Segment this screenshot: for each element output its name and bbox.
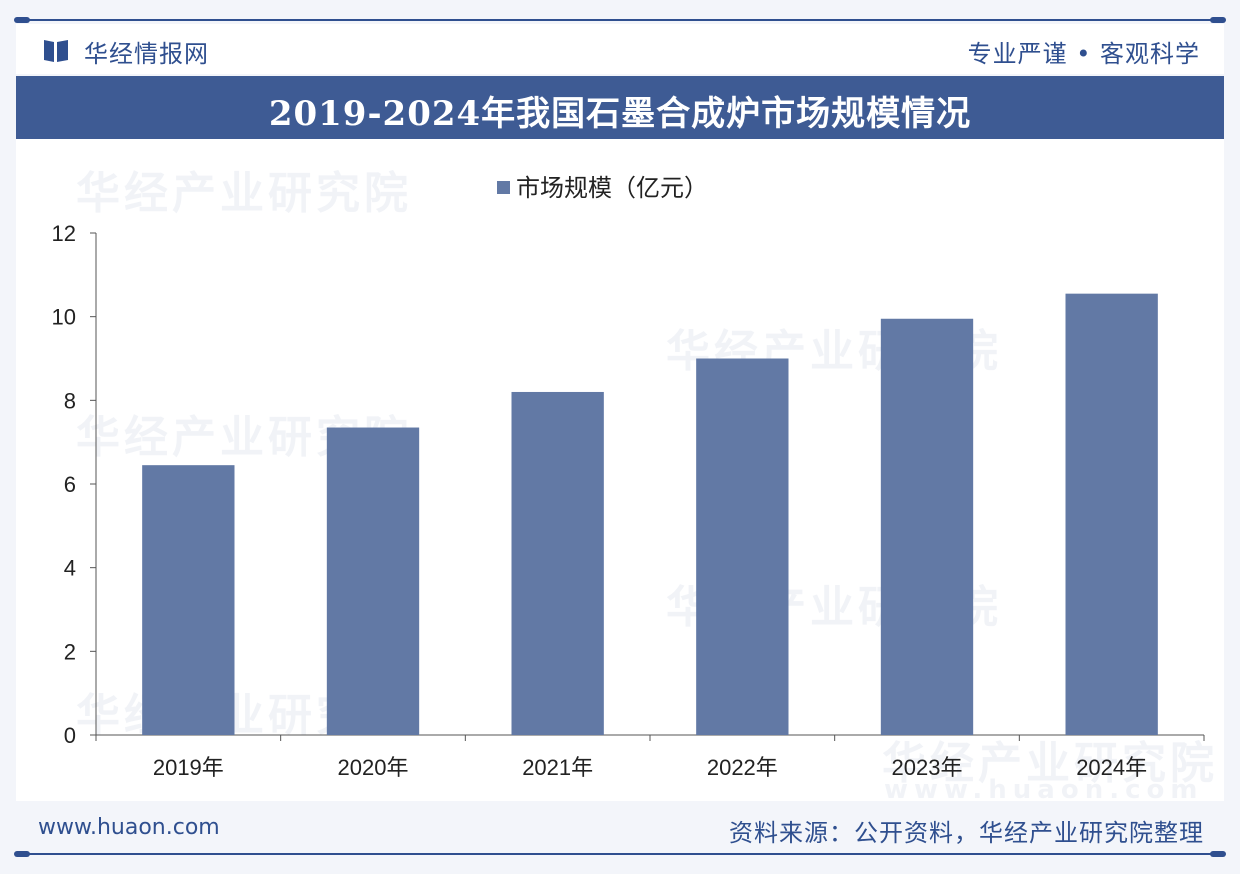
x-tick-label: 2023年 <box>892 755 963 780</box>
top-rule-cap-left <box>14 17 30 23</box>
tick-labels: 0 2 4 6 8 10 12 2019年 2020年 2021年 2022年 2023年 2024年 <box>52 221 1148 780</box>
x-tick-label: 2022年 <box>707 755 778 780</box>
x-tick-label: 2024年 <box>1076 755 1147 780</box>
legend-swatch <box>497 181 510 194</box>
slogan: 专业严谨 • 客观科学 <box>967 40 1200 68</box>
bar <box>696 358 789 735</box>
bar <box>1065 293 1158 735</box>
footer-source: 资料来源：公开资料，华经产业研究院整理 <box>729 819 1204 847</box>
y-tick-label: 0 <box>64 723 76 748</box>
y-tick-label: 2 <box>64 639 76 664</box>
title-bar: 2019-2024年我国石墨合成炉市场规模情况 <box>16 76 1224 139</box>
y-tick-label: 12 <box>52 221 76 246</box>
y-tick-label: 6 <box>64 472 76 497</box>
bar <box>880 318 974 735</box>
header: 华经情报网 专业严谨 • 客观科学 <box>16 24 1224 74</box>
footer-url[interactable]: www.huaon.com <box>38 815 220 840</box>
legend: 市场规模（亿元） <box>497 175 708 202</box>
book-logo-icon <box>44 40 68 62</box>
bottom-rule-cap-right <box>1210 851 1226 857</box>
x-tick-label: 2021年 <box>522 755 593 780</box>
top-rule <box>16 19 1224 21</box>
y-tick-label: 4 <box>64 556 76 581</box>
x-tick-label: 2019年 <box>153 755 224 780</box>
y-tick-label: 10 <box>52 305 76 330</box>
bar <box>511 391 604 735</box>
bottom-rule-cap-left <box>14 851 30 857</box>
y-tick-label: 8 <box>64 388 76 413</box>
legend-label: 市场规模（亿元） <box>516 175 708 202</box>
bars <box>142 293 1158 735</box>
x-tick-label: 2020年 <box>338 755 409 780</box>
axes <box>90 232 1205 741</box>
bottom-rule <box>16 853 1224 855</box>
chart-title: 2019-2024年我国石墨合成炉市场规模情况 <box>268 94 972 134</box>
bar <box>142 465 235 735</box>
footer: www.huaon.com 资料来源：公开资料，华经产业研究院整理 <box>16 801 1224 853</box>
top-rule-cap-right <box>1210 17 1226 23</box>
bar <box>326 427 420 735</box>
chart-area: 华经产业研究院 华经产业研究院 华经产业研究院 华经产业研究院 华经产业研究院 … <box>16 139 1224 805</box>
bar-chart: 市场规模（亿元） 0 2 4 6 8 10 12 2019年 2020年 2021年 2022年 20… <box>52 175 1205 780</box>
logo-text: 华经情报网 <box>84 40 209 68</box>
